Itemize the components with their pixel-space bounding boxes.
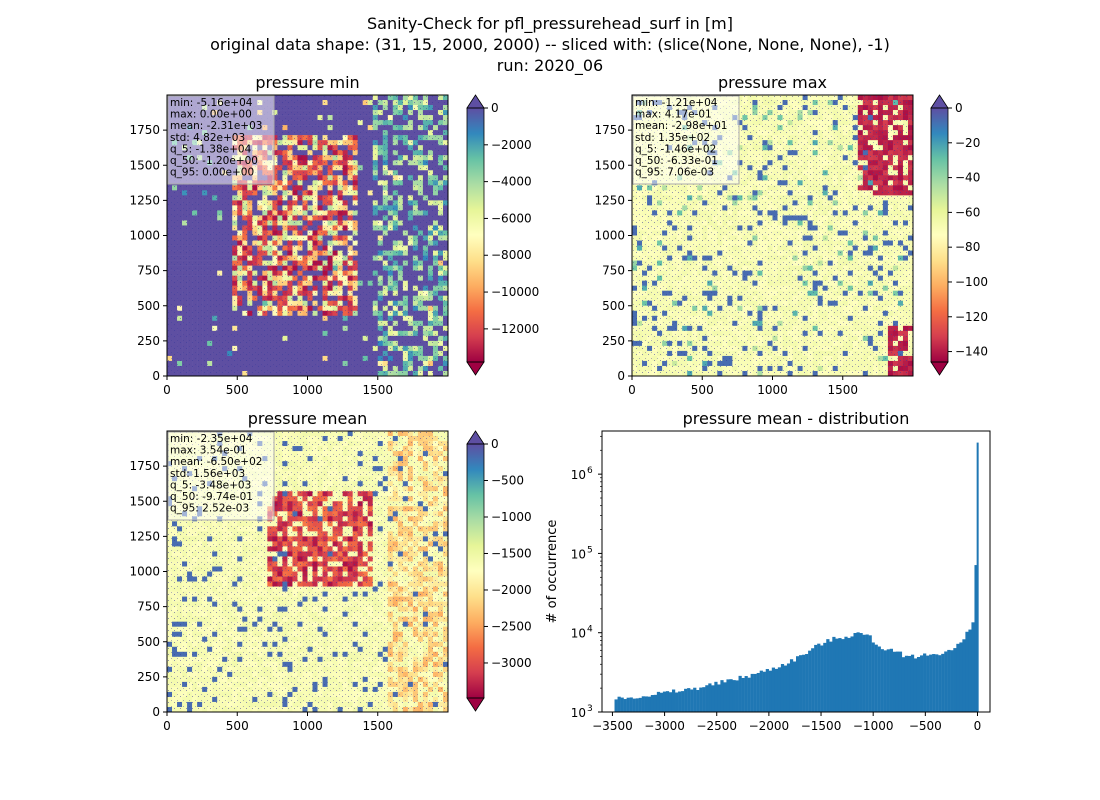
- stats-line: q_5: -1.38e+04: [170, 143, 252, 155]
- x-tick-label: 0: [163, 383, 171, 397]
- stats-box-background: [167, 95, 275, 185]
- colorbar-tick-label: 0: [491, 101, 499, 115]
- colorbar: 0 −2000 −4000 −6000 −8000 −10000 −12000: [466, 94, 539, 376]
- colorbar-tick-label: −2000: [491, 138, 532, 152]
- stats-line: q_50: -1.20e+00: [170, 155, 258, 167]
- y-tick-label: 1250: [129, 193, 160, 207]
- figure-title-line-3: run: 2020_06: [496, 56, 604, 75]
- colorbar-frame: [466, 107, 485, 363]
- colorbar-tick-label: −10000: [491, 285, 539, 299]
- x-tick-label: 1500: [362, 383, 393, 397]
- colorbar-extend-top: [466, 94, 485, 109]
- y-tick-label: 250: [137, 334, 160, 348]
- y-tick-label: 750: [137, 264, 160, 278]
- stats-line: mean: -2.31e+03: [170, 120, 262, 132]
- stats-line: min: -5.16e+04: [170, 97, 253, 109]
- stats-line: q_95: 0.00e+00: [170, 167, 254, 179]
- y-tick-label: 0: [152, 369, 160, 383]
- colorbar-gradient: [467, 108, 484, 362]
- x-tick-label: 1000: [292, 383, 323, 397]
- colorbar-tick-label: −6000: [491, 211, 532, 225]
- panel-1: pressure min 0 500 1000 1500 0 250 500 750 1000 12…: [129, 73, 539, 397]
- colorbar-tick-label: −12000: [491, 322, 539, 336]
- panel-title: pressure min: [255, 73, 359, 92]
- x-tick-label: 500: [226, 383, 249, 397]
- y-tick-label: 1750: [129, 123, 160, 137]
- figure-title-line-1: Sanity-Check for pfl_pressurehead_surf i…: [367, 14, 733, 33]
- stats-line: max: 0.00e+00: [170, 109, 252, 121]
- y-tick-label: 500: [137, 299, 160, 313]
- figure-title-line-2: original data shape: (31, 15, 2000, 2000…: [210, 35, 890, 54]
- colorbar-tick-label: −4000: [491, 175, 532, 189]
- colorbar-extend-bottom: [466, 361, 485, 376]
- colorbar-tick-label: −8000: [491, 248, 532, 262]
- y-tick-label: 1000: [129, 229, 160, 243]
- y-tick-label: 1500: [129, 158, 160, 172]
- stats-line: std: 4.82e+03: [170, 132, 245, 144]
